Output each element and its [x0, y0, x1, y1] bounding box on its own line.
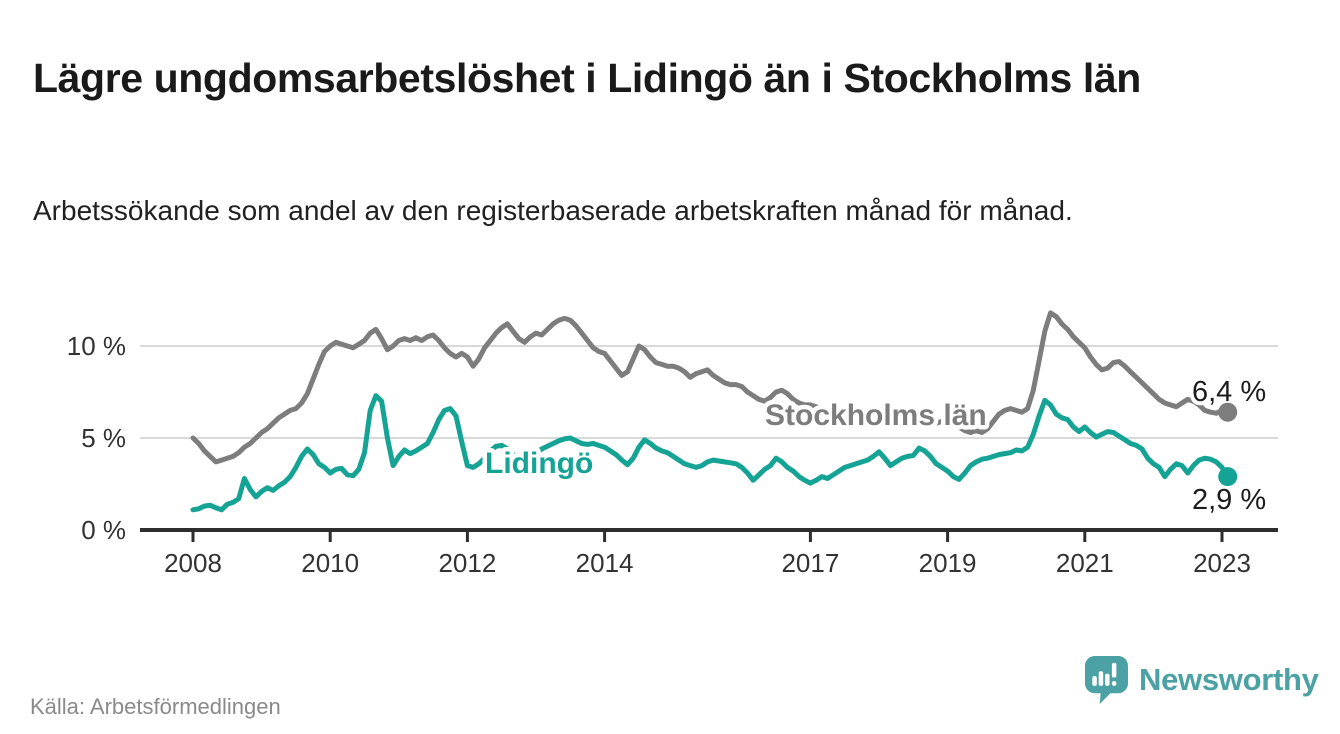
x-tick-label: 2023	[1193, 548, 1251, 578]
x-axis: 2008 2010 2012 2014 2017 2019 2021 2023	[140, 528, 1278, 578]
x-tick-label: 2012	[438, 548, 496, 578]
series-end-dot-stockholms-lan	[1218, 402, 1238, 422]
series-line-stockholms-lan	[190, 310, 1231, 465]
x-tick-label: 2019	[919, 548, 977, 578]
x-tick-label: 2017	[781, 548, 839, 578]
series-label-lidingo: Lidingö	[485, 447, 593, 480]
newsworthy-logo: Newsworthy	[1085, 655, 1319, 705]
newsworthy-logo-text: Newsworthy	[1139, 662, 1319, 697]
newsworthy-logo-icon	[1085, 656, 1128, 704]
page-subtitle: Arbetssökande som andel av den registerb…	[33, 195, 1073, 226]
x-tick-label: 2021	[1056, 548, 1114, 578]
series-label-stockholms-lan: Stockholms län	[765, 399, 987, 432]
series-line-lidingo	[190, 393, 1231, 513]
y-tick-label: 10 %	[67, 331, 126, 361]
x-tick-label: 2010	[301, 548, 359, 578]
y-tick-label: 5 %	[81, 423, 126, 453]
x-tick-label: 2014	[576, 548, 634, 578]
x-tick-label: 2008	[164, 548, 222, 578]
source-note: Källa: Arbetsförmedlingen	[30, 694, 281, 719]
chart-labels: Stockholms län Lidingö 6,4 % 2,9 %	[481, 372, 1271, 520]
series-end-dots	[1218, 402, 1238, 487]
y-tick-label: 0 %	[81, 515, 126, 545]
logo-bar-chart-exclamation-icon	[1092, 662, 1117, 686]
series-lines	[190, 310, 1231, 513]
page-title: Lägre ungdomsarbetslöshet i Lidingö än i…	[33, 55, 1141, 102]
series-end-dot-lidingo	[1218, 467, 1238, 487]
end-value-label-lidingo: 2,9 %	[1192, 484, 1266, 516]
